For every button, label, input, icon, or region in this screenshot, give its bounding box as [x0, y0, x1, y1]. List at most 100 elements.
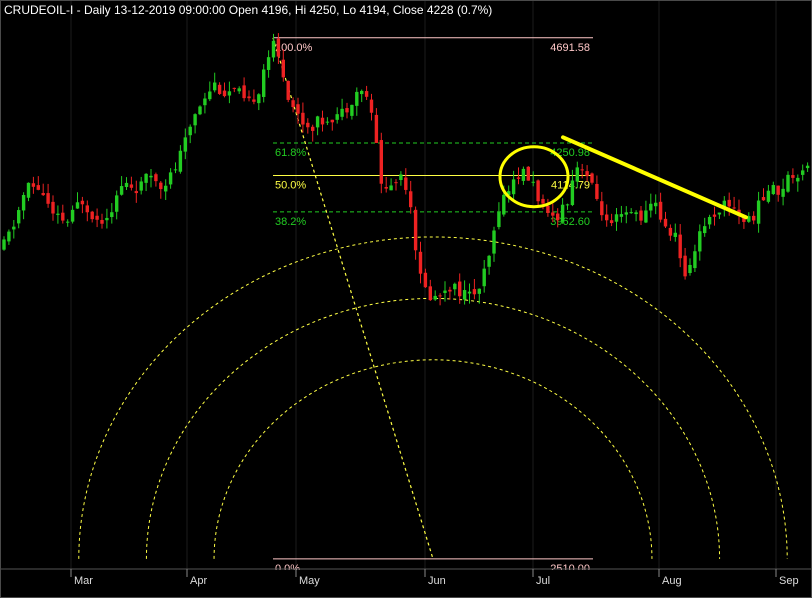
- candle-body: [61, 212, 65, 221]
- candle-body: [536, 180, 540, 202]
- candle: [252, 89, 256, 105]
- candle: [80, 196, 85, 214]
- candle: [531, 171, 535, 187]
- candle-body: [453, 283, 457, 290]
- candle-body: [208, 91, 212, 100]
- candle-body: [188, 126, 192, 136]
- candle: [17, 206, 21, 229]
- candle: [477, 288, 481, 304]
- candle: [654, 194, 658, 215]
- candle: [600, 191, 604, 221]
- candle: [649, 193, 653, 218]
- candle-body: [688, 264, 692, 273]
- candle-body: [124, 182, 129, 188]
- annotations[interactable]: [498, 135, 748, 220]
- candle: [320, 110, 325, 132]
- candle: [472, 278, 477, 300]
- candle: [605, 204, 609, 227]
- candle-body: [409, 191, 413, 208]
- candle-body: [712, 214, 717, 217]
- candle-body: [742, 216, 746, 222]
- candle-body: [585, 171, 589, 177]
- candle-body: [242, 85, 246, 99]
- candle: [629, 208, 633, 214]
- candle-body: [80, 200, 85, 205]
- candle: [257, 93, 261, 111]
- candle: [178, 145, 183, 174]
- x-tick-label: Mar: [74, 575, 93, 587]
- x-axis-band: [1, 570, 811, 597]
- candle: [487, 254, 491, 275]
- candle-body: [364, 91, 369, 97]
- x-tick-label: Apr: [190, 575, 207, 587]
- candle: [286, 80, 290, 103]
- candle-body: [511, 179, 516, 195]
- candle: [41, 183, 45, 197]
- candle-body: [693, 251, 697, 269]
- candle-body: [786, 174, 790, 192]
- x-tick-label: Sep: [779, 575, 799, 587]
- candle-body: [673, 232, 677, 237]
- candle: [311, 124, 315, 142]
- candle: [560, 198, 565, 224]
- candle-body: [271, 40, 276, 58]
- candle: [595, 175, 599, 201]
- candle: [634, 210, 638, 222]
- candle-body: [541, 198, 545, 204]
- candle: [482, 259, 486, 293]
- candle: [26, 182, 31, 202]
- candle: [301, 102, 305, 133]
- candle-body: [7, 231, 11, 242]
- candle: [428, 279, 432, 301]
- candle-body: [315, 116, 320, 128]
- candle: [242, 77, 246, 102]
- candle: [208, 81, 212, 102]
- candle-body: [462, 290, 467, 300]
- candle: [698, 224, 702, 261]
- candle-body: [154, 174, 158, 182]
- candle: [492, 226, 496, 262]
- candle-body: [570, 180, 575, 206]
- candle-body: [291, 100, 295, 108]
- candle-body: [546, 205, 550, 213]
- candle-body: [761, 197, 766, 201]
- candle-body: [644, 210, 648, 223]
- candle-body: [654, 202, 658, 207]
- candle-body: [164, 185, 168, 192]
- candle-body: [703, 226, 707, 234]
- candle: [585, 165, 589, 182]
- candle-body: [2, 239, 6, 250]
- candle: [703, 217, 707, 237]
- candle-body: [134, 191, 138, 194]
- candle-body: [467, 291, 472, 294]
- candle-body: [217, 84, 222, 94]
- candle-body: [119, 186, 124, 195]
- fib-level-percent: 61.8%: [275, 147, 306, 159]
- fibonacci-arcs[interactable]: [78, 37, 788, 560]
- candle-body: [747, 216, 751, 222]
- candle-body: [605, 214, 609, 221]
- candle-body: [668, 227, 673, 236]
- candle-body: [46, 193, 50, 204]
- candle-body: [595, 183, 599, 199]
- candle: [453, 282, 457, 296]
- candle-body: [791, 175, 795, 178]
- candle: [776, 185, 780, 202]
- candle-body: [717, 212, 722, 215]
- candle-body: [492, 230, 496, 254]
- candle: [526, 166, 530, 181]
- candle-body: [448, 289, 452, 292]
- candle-body: [12, 226, 16, 230]
- fibonacci-retracement[interactable]: 100.0% 4691.58 61.8% 4250.98 50.0% 4114.79 38.…: [273, 37, 593, 575]
- candle-body: [281, 59, 285, 78]
- candle-body: [389, 185, 393, 191]
- candle: [761, 188, 766, 201]
- candle: [384, 176, 388, 193]
- candle: [31, 176, 36, 194]
- candle-body: [296, 104, 300, 114]
- candle: [590, 172, 594, 185]
- candle-body: [771, 185, 775, 195]
- candle-body: [580, 169, 584, 171]
- x-axis: Mar Apr May Jun Jul Aug Sep: [1, 568, 811, 597]
